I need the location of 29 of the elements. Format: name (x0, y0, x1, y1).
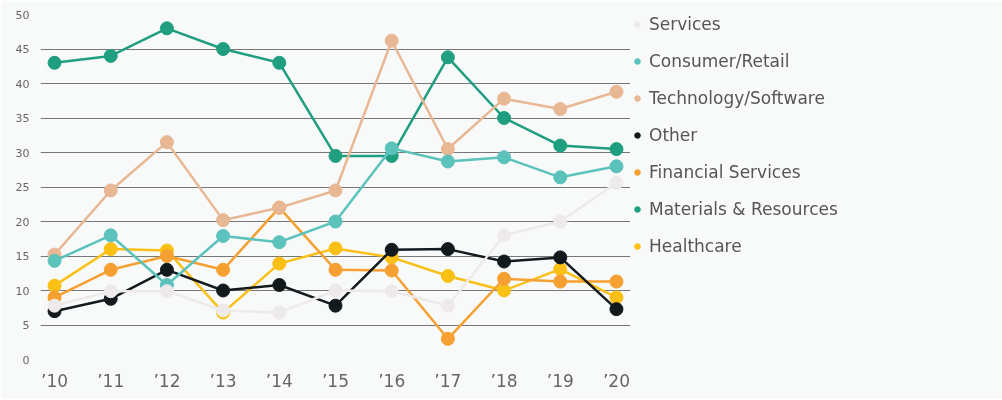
y-tick-label: 50 (15, 8, 30, 22)
x-tick-label: ’13 (209, 370, 237, 391)
legend-label: Services (649, 14, 721, 34)
y-tick-label: 30 (15, 146, 30, 160)
legend-label: Financial Services (649, 162, 801, 182)
x-tick-label: ’18 (490, 370, 518, 391)
legend-label: Other (649, 125, 698, 145)
y-tick-label: 35 (15, 112, 30, 125)
x-tick-label: ’15 (321, 370, 350, 391)
y-tick-label: 40 (15, 77, 30, 91)
y-tick-label: 0 (22, 353, 30, 367)
y-tick-label: 20 (15, 215, 30, 229)
y-tick-label: 10 (15, 284, 30, 298)
x-tick-label: ’10 (41, 370, 69, 391)
x-tick-label: ’16 (378, 370, 406, 391)
legend-label: Materials & Resources (649, 199, 838, 219)
x-tick-label: ’17 (434, 370, 462, 391)
legend-label: Healthcare (649, 236, 742, 256)
legend-label: Technology/Software (649, 88, 825, 108)
x-tick-label: ’20 (602, 370, 630, 391)
legend-label: Consumer/Retail (649, 51, 790, 71)
x-tick-label: ’14 (265, 370, 293, 391)
y-tick-label: 5 (22, 319, 30, 332)
x-tick-label: ’11 (97, 370, 125, 391)
x-tick-label: ’19 (546, 370, 574, 391)
y-tick-label: 45 (15, 43, 30, 56)
y-tick-label: 25 (15, 181, 30, 194)
y-tick-label: 15 (15, 250, 30, 263)
x-tick-label: ’12 (153, 370, 181, 391)
